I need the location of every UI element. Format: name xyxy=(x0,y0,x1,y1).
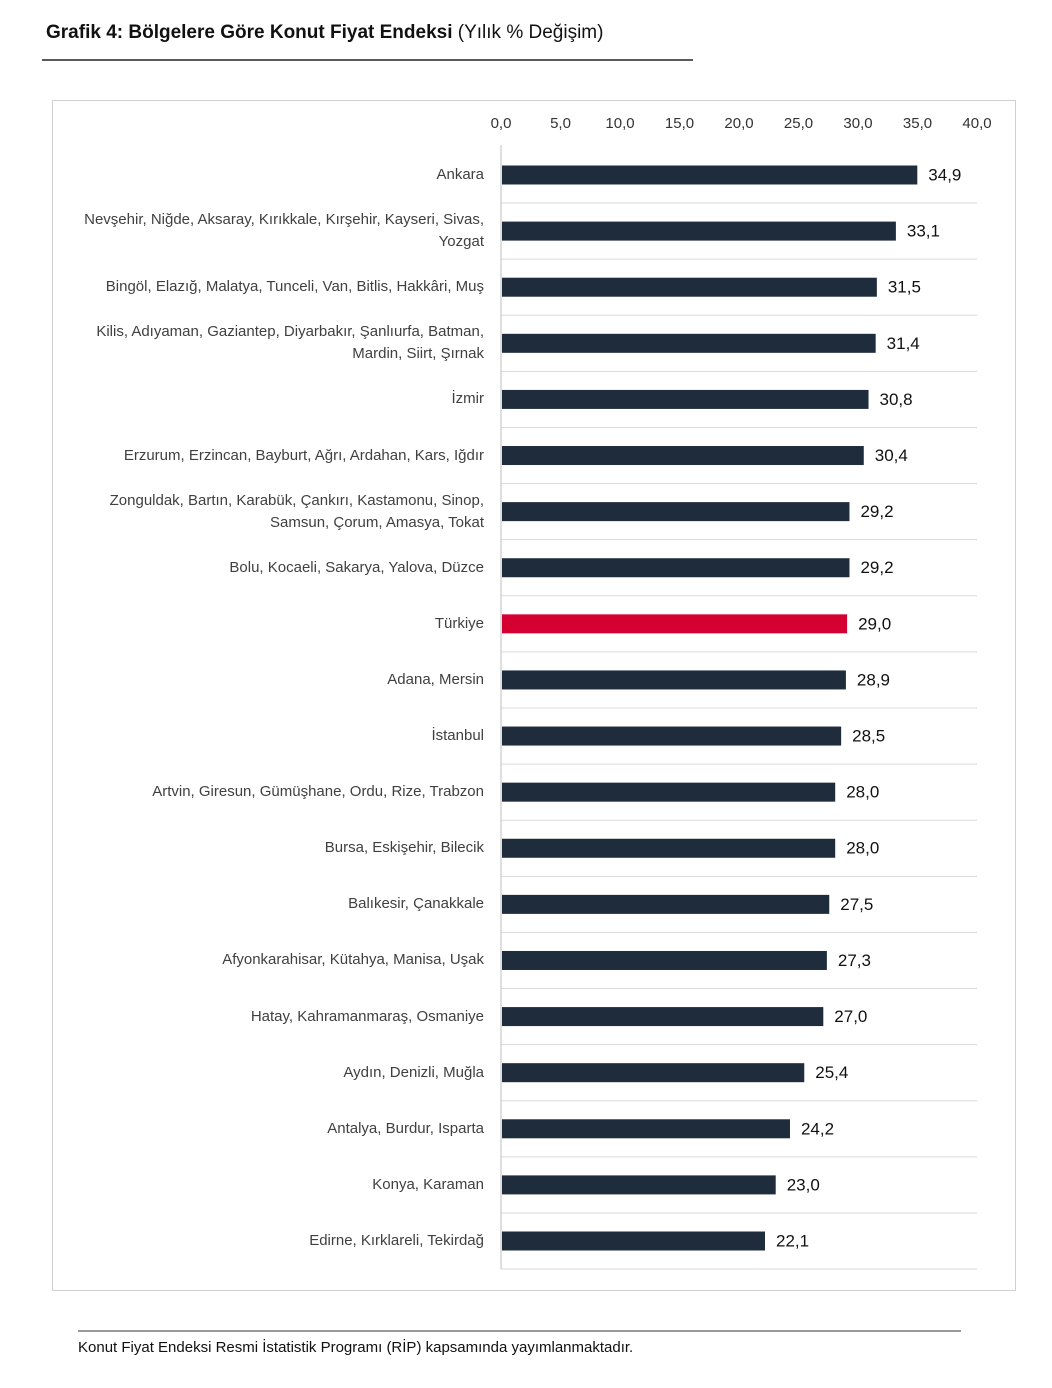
bar xyxy=(502,333,876,353)
x-tick-label: 0,0 xyxy=(491,115,512,132)
bar xyxy=(502,894,830,914)
value-label: 25,4 xyxy=(815,1063,848,1082)
category-label: Afyonkarahisar, Kütahya, Manisa, Uşak xyxy=(222,951,484,969)
chart-subtitle: (Yılık % Değişim) xyxy=(457,22,604,43)
bar xyxy=(502,221,896,241)
category-label: Balıkesir, Çanakkale xyxy=(348,895,484,913)
bar xyxy=(502,614,848,634)
x-tick-label: 35,0 xyxy=(903,115,932,132)
category-label: Edirne, Kırklareli, Tekirdağ xyxy=(309,1232,484,1249)
bar xyxy=(502,950,827,970)
value-label: 30,8 xyxy=(880,390,913,409)
category-label: Hatay, Kahramanmaraş, Osmaniye xyxy=(250,1007,484,1025)
x-tick-label: 10,0 xyxy=(605,115,634,132)
value-label: 24,2 xyxy=(801,1119,834,1138)
bar xyxy=(502,1007,824,1027)
bar xyxy=(502,502,850,522)
category-label: Bolu, Kocaeli, Sakarya, Yalova, Düzce xyxy=(229,558,484,576)
value-label: 29,2 xyxy=(860,502,893,521)
bar xyxy=(502,838,836,858)
bar xyxy=(502,389,869,409)
value-label: 34,9 xyxy=(928,165,961,184)
category-label: Konya, Karaman xyxy=(372,1175,484,1193)
category-label: Ankara xyxy=(436,166,484,183)
bar xyxy=(502,165,918,185)
value-label: 33,1 xyxy=(907,222,940,241)
bar xyxy=(502,670,846,690)
category-label: Nevşehir, Niğde, Aksaray, Kırıkkale, Kır… xyxy=(84,211,484,251)
category-label: Türkiye xyxy=(434,614,484,632)
bar xyxy=(502,1175,776,1195)
x-tick-label: 40,0 xyxy=(962,115,991,132)
category-label: Aydın, Denizli, Muğla xyxy=(343,1063,484,1081)
value-label: 31,4 xyxy=(887,334,920,353)
bar xyxy=(502,558,850,578)
footnote: Konut Fiyat Endeksi Resmi İstatistik Pro… xyxy=(78,1339,634,1356)
category-label: Bursa, Eskişehir, Bilecik xyxy=(324,839,484,857)
value-label: 27,3 xyxy=(838,951,871,970)
x-tick-label: 5,0 xyxy=(550,115,571,132)
value-label: 30,4 xyxy=(875,446,908,465)
x-tick-label: 30,0 xyxy=(843,115,872,132)
category-label: Antalya, Burdur, Isparta xyxy=(327,1119,484,1137)
value-label: 29,0 xyxy=(858,614,891,633)
category-label: Zonguldak, Bartın, Karabük, Çankırı, Kas… xyxy=(109,491,484,531)
bar xyxy=(502,1231,765,1251)
title-block: Grafik 4: Bölgelere Göre Konut Fiyat End… xyxy=(46,22,603,44)
category-label: İstanbul xyxy=(431,727,484,745)
category-label: Erzurum, Erzincan, Bayburt, Ağrı, Ardaha… xyxy=(123,446,484,464)
x-tick-label: 15,0 xyxy=(665,115,694,132)
bar xyxy=(502,1119,790,1139)
category-label: Kilis, Adıyaman, Gaziantep, Diyarbakır, … xyxy=(96,323,484,363)
value-label: 23,0 xyxy=(787,1175,820,1194)
value-label: 28,5 xyxy=(852,727,885,746)
value-label: 28,0 xyxy=(846,783,879,802)
value-label: 27,0 xyxy=(834,1007,867,1026)
bar xyxy=(502,277,877,297)
bar xyxy=(502,446,864,466)
x-tick-label: 25,0 xyxy=(784,115,813,132)
category-label: Bingöl, Elazığ, Malatya, Tunceli, Van, B… xyxy=(105,278,484,296)
value-label: 27,5 xyxy=(840,895,873,914)
value-label: 22,1 xyxy=(776,1231,809,1250)
bar xyxy=(502,1063,805,1083)
bar xyxy=(502,726,842,746)
category-label: Adana, Mersin xyxy=(387,670,484,688)
x-tick-label: 20,0 xyxy=(724,115,753,132)
value-label: 28,9 xyxy=(857,670,890,689)
value-label: 31,5 xyxy=(888,278,921,297)
chart-title: Grafik 4: Bölgelere Göre Konut Fiyat End… xyxy=(46,22,453,43)
bar xyxy=(502,782,836,802)
chart-frame xyxy=(52,100,1016,1291)
value-label: 29,2 xyxy=(860,558,893,577)
category-label: İzmir xyxy=(451,390,485,408)
value-label: 28,0 xyxy=(846,839,879,858)
category-label: Artvin, Giresun, Gümüşhane, Ordu, Rize, … xyxy=(152,783,484,801)
